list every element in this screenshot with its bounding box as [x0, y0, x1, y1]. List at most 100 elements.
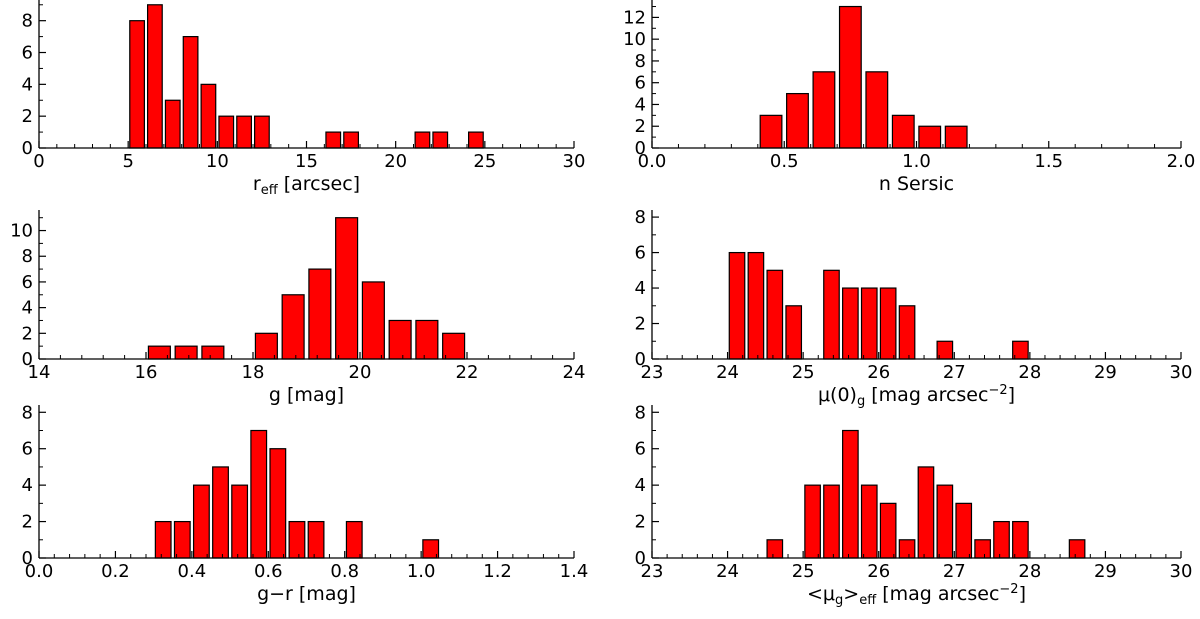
x-axis-label-part: g — [857, 394, 865, 409]
x-tick-label: 30 — [1170, 362, 1193, 383]
x-tick-label: 1.0 — [902, 151, 931, 172]
histogram-bar — [192, 484, 210, 559]
y-tick-label: 4 — [635, 94, 646, 115]
histogram-bar — [164, 99, 181, 149]
histogram-bar — [345, 520, 363, 559]
y-tick-label: 0 — [22, 138, 33, 159]
histogram-bar — [335, 217, 359, 360]
histogram-bar — [918, 125, 942, 149]
x-tick-label: 26 — [867, 362, 890, 383]
histogram-bar — [838, 5, 862, 149]
x-tick-label: 2.0 — [1167, 151, 1196, 172]
histogram-bar — [154, 520, 172, 559]
x-axis-label-part: −2 — [988, 383, 1007, 398]
y-tick-label: 0 — [635, 138, 646, 159]
x-tick-label: 0.8 — [330, 561, 359, 582]
histogram-bar — [823, 269, 840, 360]
y-tick-label: 2 — [22, 323, 33, 344]
histogram-bar — [468, 131, 484, 149]
histogram-bar — [785, 305, 803, 360]
x-tick-label: 0.0 — [25, 561, 54, 582]
y-tick-label: 0 — [635, 349, 646, 370]
y-tick-label: 8 — [635, 402, 646, 423]
histogram-bar — [182, 36, 199, 149]
histogram-bar — [860, 484, 878, 559]
y-tick-label: 8 — [635, 51, 646, 72]
histogram-bar — [236, 115, 252, 149]
histogram-bar — [944, 125, 968, 149]
x-axis-label: μ(0)g [mag arcsec−2] — [818, 383, 1015, 409]
histogram-bar — [936, 484, 954, 559]
y-tick-label: 6 — [22, 439, 33, 460]
histogram-bar — [269, 448, 287, 559]
histogram-bar — [254, 115, 270, 149]
histogram-panel-5: 0.0 0.2 0.4 0.6 0.8 1.0 1.2 1.4 0 2 4 6 8 g−r [mag] — [22, 402, 589, 605]
histogram-bar — [898, 539, 916, 559]
histogram-bar — [281, 294, 305, 360]
x-tick-label: 1.5 — [1034, 151, 1063, 172]
x-tick-label: 30 — [1170, 561, 1193, 582]
histogram-bar — [728, 251, 746, 360]
y-tick-label: 8 — [22, 246, 33, 267]
histogram-bar — [1012, 520, 1029, 559]
y-tick-label: 0 — [22, 349, 33, 370]
y-tick-label: 10 — [10, 221, 33, 242]
y-tick-label: 12 — [623, 7, 646, 28]
histogram-bar — [766, 269, 784, 360]
x-axis-label-part: n Sersic — [879, 173, 954, 195]
x-axis-label-part: ] — [1008, 384, 1015, 406]
x-axis-label: <μg>eff [mag arcsec−2] — [807, 582, 1026, 608]
x-tick-label: 18 — [242, 362, 265, 383]
x-tick-label: 24 — [716, 362, 739, 383]
y-tick-label: 0 — [635, 548, 646, 569]
y-tick-label: 0 — [22, 548, 33, 569]
x-tick-label: 14 — [28, 362, 51, 383]
y-tick-label: 6 — [22, 43, 33, 64]
x-axis-label-part: eff — [859, 593, 877, 608]
histogram-bar — [212, 466, 229, 559]
y-tick-label: 2 — [635, 314, 646, 335]
x-tick-label: 1.2 — [483, 561, 512, 582]
histogram-bar — [432, 131, 449, 149]
x-axis-label: g−r [mag] — [257, 583, 356, 605]
x-axis-label-part: eff — [261, 183, 279, 198]
histogram-bar — [804, 484, 821, 559]
x-tick-label: 0.0 — [638, 151, 667, 172]
y-tick-label: 6 — [22, 272, 33, 293]
x-tick-label: 26 — [867, 561, 890, 582]
x-tick-label: 22 — [456, 362, 479, 383]
histogram-bar — [308, 268, 332, 360]
histogram-bar — [200, 83, 217, 149]
histogram-bar — [891, 114, 915, 149]
x-axis-label-part: μ(0) — [818, 384, 857, 406]
x-tick-label: 20 — [384, 151, 407, 172]
histogram-bar — [955, 502, 973, 559]
x-axis-label: g [mag] — [269, 384, 344, 406]
x-tick-label: 29 — [1094, 362, 1117, 383]
x-tick-label: 29 — [1094, 561, 1117, 582]
x-tick-label: 23 — [641, 561, 664, 582]
x-tick-label: 28 — [1018, 561, 1041, 582]
y-tick-label: 4 — [22, 298, 33, 319]
histogram-bar — [786, 92, 809, 149]
x-axis-label-part: g−r [mag] — [257, 583, 356, 605]
x-axis-label-part: [mag arcsec — [876, 583, 999, 605]
y-tick-label: 10 — [623, 29, 646, 50]
x-tick-label: 0.4 — [178, 561, 207, 582]
y-tick-label: 4 — [635, 278, 646, 299]
histogram-bar — [898, 305, 916, 360]
x-tick-label: 10 — [206, 151, 229, 172]
y-tick-label: 6 — [635, 73, 646, 94]
x-tick-label: 25 — [792, 561, 815, 582]
y-tick-label: 2 — [635, 512, 646, 533]
histogram-bar — [823, 484, 840, 559]
histogram-bar — [388, 319, 412, 360]
x-tick-label: 1.4 — [560, 561, 589, 582]
x-tick-label: 23 — [641, 362, 664, 383]
y-tick-label: 2 — [635, 116, 646, 137]
histogram-bar — [747, 251, 765, 360]
x-tick-label: 27 — [943, 561, 966, 582]
